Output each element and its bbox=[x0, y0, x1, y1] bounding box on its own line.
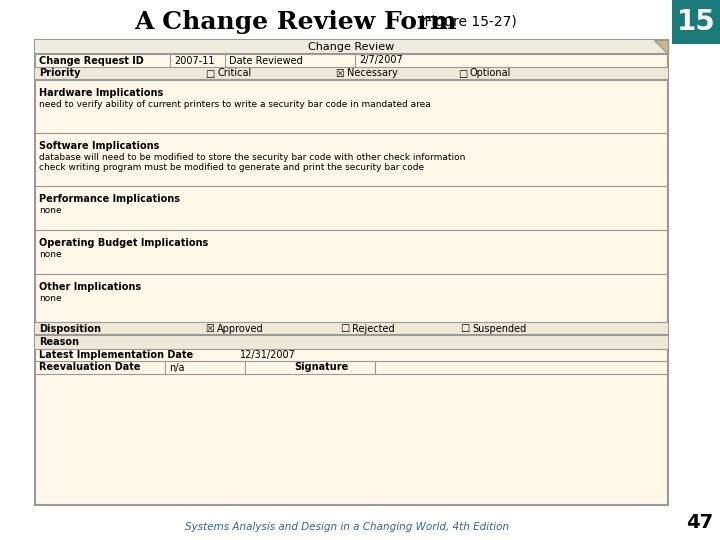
Text: none: none bbox=[39, 250, 62, 259]
Text: none: none bbox=[39, 206, 62, 215]
Text: need to verify ability of current printers to write a security bar code in manda: need to verify ability of current printe… bbox=[39, 100, 431, 109]
Text: Hardware Implications: Hardware Implications bbox=[39, 88, 163, 98]
Text: Reevaluation Date: Reevaluation Date bbox=[39, 362, 140, 373]
Text: n/a: n/a bbox=[169, 362, 184, 373]
Text: check writing program must be modified to generate and print the security bar co: check writing program must be modified t… bbox=[39, 163, 424, 172]
Text: 2007-11: 2007-11 bbox=[174, 56, 215, 65]
Text: Other Implications: Other Implications bbox=[39, 282, 141, 292]
FancyBboxPatch shape bbox=[672, 0, 720, 44]
Text: Latest Implementation Date: Latest Implementation Date bbox=[39, 350, 193, 360]
Text: 47: 47 bbox=[686, 513, 714, 532]
Text: Software Implications: Software Implications bbox=[39, 141, 159, 151]
Text: Suspended: Suspended bbox=[472, 323, 526, 334]
Text: Priority: Priority bbox=[39, 69, 81, 78]
Text: 12/31/2007: 12/31/2007 bbox=[240, 350, 296, 360]
Text: (Figure 15-27): (Figure 15-27) bbox=[419, 15, 517, 29]
Text: 15: 15 bbox=[677, 8, 716, 36]
Text: Date Reviewed: Date Reviewed bbox=[229, 56, 302, 65]
Text: database will need to be modified to store the security bar code with other chec: database will need to be modified to sto… bbox=[39, 153, 465, 162]
Text: ☒: ☒ bbox=[205, 323, 214, 334]
Text: Change Request ID: Change Request ID bbox=[39, 56, 144, 65]
Text: Change Review: Change Review bbox=[308, 42, 395, 52]
Text: 2/7/2007: 2/7/2007 bbox=[359, 56, 402, 65]
Text: □: □ bbox=[340, 323, 349, 334]
Text: Disposition: Disposition bbox=[39, 323, 101, 334]
Text: Necessary: Necessary bbox=[347, 69, 397, 78]
FancyBboxPatch shape bbox=[35, 40, 668, 505]
Text: Rejected: Rejected bbox=[352, 323, 395, 334]
FancyBboxPatch shape bbox=[35, 335, 668, 349]
Text: none: none bbox=[39, 294, 62, 303]
FancyBboxPatch shape bbox=[35, 322, 668, 335]
Text: Performance Implications: Performance Implications bbox=[39, 194, 180, 204]
Polygon shape bbox=[654, 40, 668, 54]
Text: Systems Analysis and Design in a Changing World, 4th Edition: Systems Analysis and Design in a Changin… bbox=[185, 522, 509, 532]
Text: □: □ bbox=[460, 323, 469, 334]
Text: Signature: Signature bbox=[294, 362, 348, 373]
Text: □: □ bbox=[458, 69, 467, 78]
Text: ☒: ☒ bbox=[335, 69, 343, 78]
Text: Critical: Critical bbox=[217, 69, 251, 78]
FancyBboxPatch shape bbox=[35, 67, 668, 80]
Text: Approved: Approved bbox=[217, 323, 264, 334]
Text: Operating Budget Implications: Operating Budget Implications bbox=[39, 238, 208, 248]
Text: □: □ bbox=[205, 69, 215, 78]
FancyBboxPatch shape bbox=[35, 40, 668, 54]
Text: Optional: Optional bbox=[470, 69, 511, 78]
Text: A Change Review Form: A Change Review Form bbox=[134, 10, 456, 34]
Text: Reason: Reason bbox=[39, 337, 79, 347]
